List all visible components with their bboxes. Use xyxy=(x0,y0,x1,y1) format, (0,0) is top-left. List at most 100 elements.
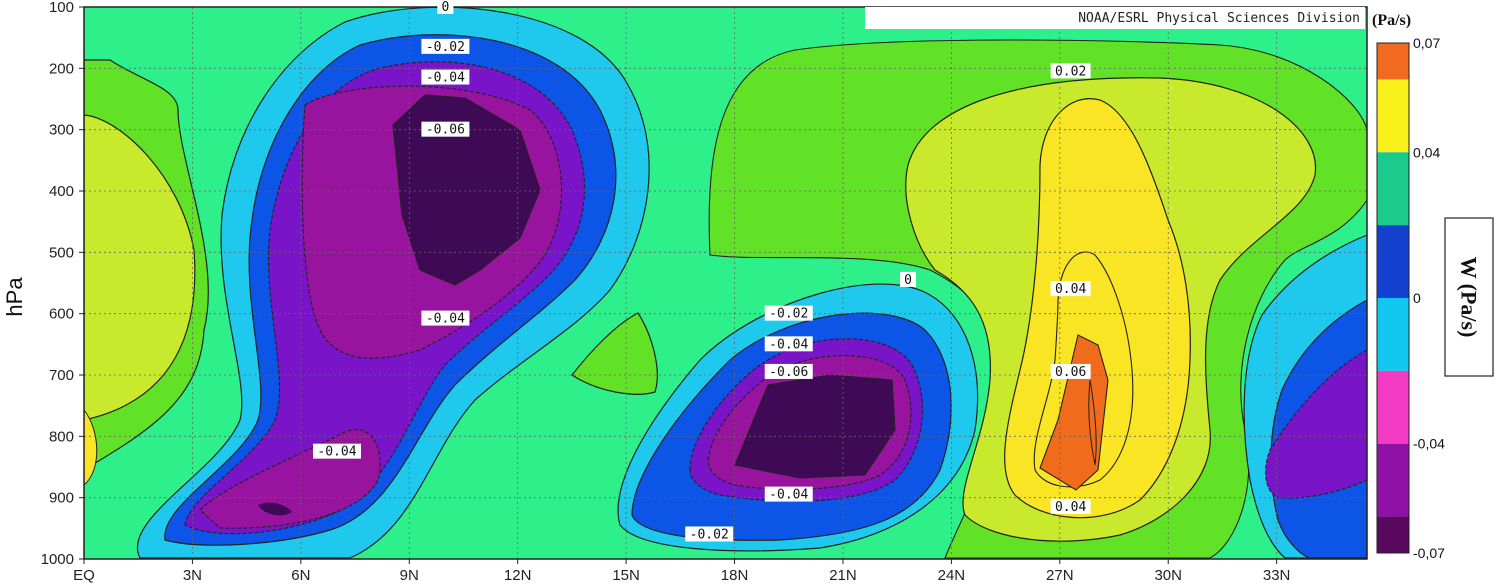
y-tick-label: 900 xyxy=(49,490,74,507)
contour-label-box xyxy=(764,305,813,321)
contour-label-text: -0.02 xyxy=(690,527,729,542)
x-tick-label: 30N xyxy=(1154,567,1182,584)
region-west-positive-core xyxy=(84,409,98,486)
contour-label-box xyxy=(685,526,734,542)
y-tick-label: 600 xyxy=(49,306,74,323)
contour-label-text: -0.04 xyxy=(769,488,808,503)
colorbar-tick-label: 0,04 xyxy=(1413,144,1440,160)
region-subsidence-max xyxy=(1039,334,1109,491)
contour-label-box xyxy=(1050,498,1091,514)
y-tick-label: 200 xyxy=(49,60,74,77)
contour-label: 0.06 xyxy=(1050,363,1091,380)
colorbar-tick-label: 0,07 xyxy=(1413,35,1440,51)
contour-label: -0.02 xyxy=(685,526,734,542)
contour-label-text: -0.04 xyxy=(317,445,356,460)
contour-label-text: 0.06 xyxy=(1055,365,1086,380)
contour-label-text: 0.04 xyxy=(1055,282,1086,297)
colorbar-band xyxy=(1377,516,1409,553)
contour-label-box xyxy=(312,443,361,459)
plot-frame xyxy=(83,6,1368,560)
contour-label-box xyxy=(764,486,813,502)
contour-label: 0 xyxy=(900,271,917,288)
contour-label-text: -0.02 xyxy=(426,40,465,55)
y-tick-label: 800 xyxy=(49,428,74,445)
contour-label: -0.04 xyxy=(312,443,361,460)
credit-box: NOAA/ESRL Physical Sciences Division xyxy=(865,7,1365,29)
contour-label-box xyxy=(1050,363,1091,379)
x-tick-label: 33N xyxy=(1263,567,1291,584)
contour-label-text: -0.04 xyxy=(769,337,808,352)
contour-label: -0.02 xyxy=(421,38,470,55)
contour-label-box xyxy=(1050,281,1091,297)
colorbar-bands xyxy=(1377,43,1409,553)
contour-label: 0.04 xyxy=(1050,498,1091,515)
contour-label-box xyxy=(421,38,470,54)
y-tick-label: 300 xyxy=(49,122,74,139)
contour-label-box xyxy=(437,0,454,14)
region-west-positive-inner xyxy=(84,114,196,421)
contour-label: -0.04 xyxy=(764,336,813,352)
contour-label-text: -0.06 xyxy=(426,123,465,138)
y-tick-label: 100 xyxy=(49,0,74,16)
contour-label-text: -0.06 xyxy=(769,365,808,380)
colorbar-band xyxy=(1377,43,1409,80)
contour-label: 0.04 xyxy=(1050,281,1091,297)
contour-label: -0.04 xyxy=(421,310,470,327)
contour-label: 0 xyxy=(437,0,454,15)
colorbar-title-box: W (Pa/s) xyxy=(1444,217,1494,377)
region-central-positive xyxy=(571,312,658,395)
colorbar-tick-label: -0,04 xyxy=(1413,436,1445,452)
contour-label: 0.02 xyxy=(1050,63,1091,79)
contour-label-box xyxy=(900,271,917,287)
y-tick-label: 1000 xyxy=(41,551,74,568)
contour-label-box xyxy=(764,336,813,352)
y-tick-label: 700 xyxy=(49,367,74,384)
contour-label-text: -0.04 xyxy=(426,71,465,86)
colorbar-unit: (Pa/s) xyxy=(1372,12,1411,29)
region-lower-ascent-max xyxy=(258,502,292,516)
colorbar: (Pa/s) 0,07 0,04 0 -0,04 -0,07 W (Pa/s) xyxy=(1372,12,1494,561)
contour-label-text: -0.02 xyxy=(769,307,808,322)
colorbar-band xyxy=(1377,443,1409,517)
x-tick-label: 3N xyxy=(183,567,202,584)
x-tick-label: 9N xyxy=(400,567,419,584)
region-east-ascent-deep xyxy=(1265,349,1367,499)
colorbar-ticks: 0,07 0,04 0 -0,04 -0,07 xyxy=(1413,35,1445,561)
contour-label-box xyxy=(421,310,470,326)
y-axis-label: hPa xyxy=(2,277,27,317)
x-tick-label: EQ xyxy=(73,567,95,584)
contour-label: -0.04 xyxy=(421,69,470,86)
contour-label-text: 0.04 xyxy=(1055,500,1086,515)
contour-label-text: 0 xyxy=(441,0,449,15)
contour-field xyxy=(84,7,1367,559)
x-tick-label: 21N xyxy=(829,567,857,584)
y-tick-label: 400 xyxy=(49,183,74,200)
colorbar-title: W (Pa/s) xyxy=(1457,257,1482,338)
colorbar-band xyxy=(1377,79,1409,153)
colorbar-band xyxy=(1377,298,1409,371)
colorbar-band xyxy=(1377,152,1409,226)
y-axis-ticks: 100 200 300 400 500 600 700 800 900 1000 xyxy=(41,0,84,568)
colorbar-frame xyxy=(1376,42,1410,554)
colorbar-tick-label: 0 xyxy=(1413,290,1421,306)
colorbar-band xyxy=(1377,225,1409,298)
contour-subsidence-center xyxy=(1088,379,1097,466)
contour-label: -0.04 xyxy=(764,486,813,503)
contour-label-text: 0.02 xyxy=(1055,64,1086,79)
colorbar-tick-label: -0,07 xyxy=(1413,545,1445,561)
contour-label: -0.06 xyxy=(764,363,813,380)
x-tick-label: 12N xyxy=(504,567,532,584)
x-tick-label: 15N xyxy=(612,567,640,584)
contour-label-box xyxy=(1050,63,1091,79)
credit-text: NOAA/ESRL Physical Sciences Division xyxy=(1078,11,1360,26)
contour-label-text: 0 xyxy=(904,273,912,288)
contour-label-box xyxy=(421,69,470,85)
x-tick-label: 18N xyxy=(721,567,749,584)
colorbar-band xyxy=(1377,370,1409,444)
region-west-ascent-max xyxy=(392,94,541,286)
contour-label: -0.02 xyxy=(764,305,813,322)
contour-label-box xyxy=(421,121,470,137)
x-axis-ticks: EQ 3N 6N 9N 12N 15N 18N 21N 24N 27N 30N 33N xyxy=(73,559,1290,584)
x-tick-label: 6N xyxy=(291,567,310,584)
